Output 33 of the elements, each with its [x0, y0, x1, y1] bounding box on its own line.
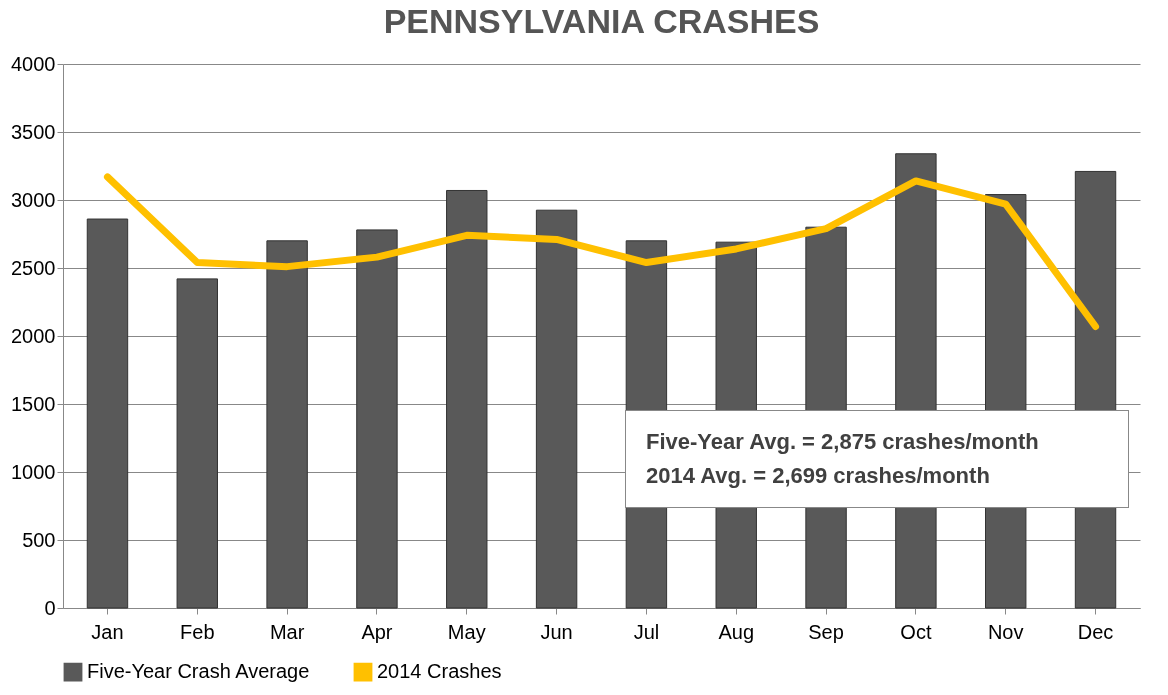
y-tick-label: 500 [22, 528, 56, 551]
bar [86, 218, 129, 609]
y-tick-label: 0 [44, 596, 56, 619]
x-tick-label: Dec [1077, 620, 1114, 643]
x-tick-label: May [447, 620, 486, 643]
x-tick-label: Sep [808, 620, 844, 643]
x-tick-label: Jun [540, 620, 573, 643]
x-tick-label: Apr [361, 620, 393, 643]
bar [446, 189, 488, 609]
x-tick-label: Jan [91, 620, 124, 643]
y-tick-label: 1500 [11, 392, 56, 415]
text-box: Five-Year Avg. = 2,875 crashes/month 2014 Avg. = 2,699 crashes/month [625, 410, 1129, 508]
legend-label: Five-Year Crash Average [87, 660, 310, 683]
y-tick-label: 3500 [11, 120, 56, 143]
y-tick-label: 2000 [11, 324, 56, 347]
bar [356, 229, 398, 609]
bar [266, 240, 308, 609]
x-tick-label: Feb [180, 620, 215, 643]
y-tick-label: 3000 [11, 188, 56, 211]
x-tick-label: Aug [718, 620, 755, 643]
bar [176, 278, 218, 609]
x-tick-label: Mar [269, 620, 305, 643]
y-tick-label: 2500 [11, 256, 56, 279]
annotation: 2014 Avg. = 2,699 crashes/month [646, 462, 991, 490]
bar [535, 209, 578, 609]
legend-label: 2014 Crashes [377, 660, 502, 683]
chart-title: PENNSYLVANIA CRASHES [383, 2, 820, 40]
x-tick-label: Nov [987, 620, 1024, 643]
annotation: Five-Year Avg. = 2,875 crashes/month [646, 428, 1040, 456]
y-tick-label: 4000 [11, 52, 56, 75]
x-tick-label: Jul [633, 620, 660, 643]
y-tick-label: 1000 [11, 460, 56, 483]
x-tick-label: Oct [900, 620, 932, 643]
